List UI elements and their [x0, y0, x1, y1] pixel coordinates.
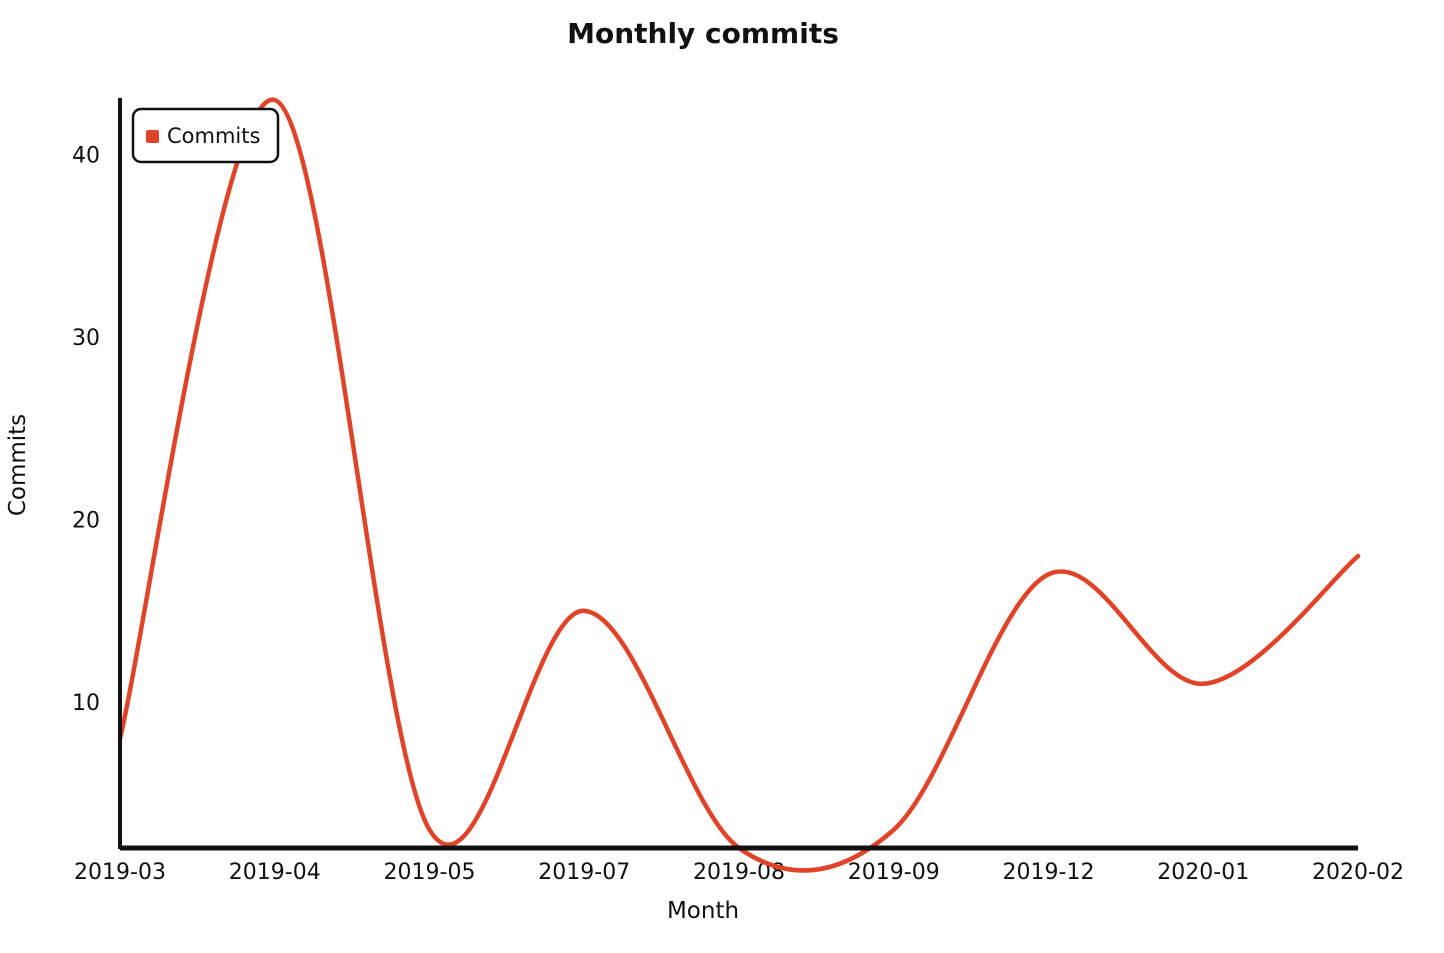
y-tick-label: 40	[72, 144, 100, 169]
x-tick-label: 2019-07	[538, 860, 630, 885]
x-tick-label: 2019-09	[848, 860, 940, 885]
y-tick-labels: 10 20 30 40	[72, 144, 100, 716]
x-tick-labels: 2019-03 2019-04 2019-05 2019-07 2019-08 2019-…	[74, 860, 1404, 885]
legend-swatch	[146, 130, 159, 143]
series-line-commits	[120, 100, 1358, 871]
legend: Commits	[133, 109, 278, 162]
y-tick-label: 20	[72, 509, 100, 534]
data-point	[582, 609, 586, 613]
chart-title: Monthly commits	[567, 17, 839, 50]
data-point	[427, 828, 431, 832]
data-point	[1046, 572, 1050, 576]
x-tick-label: 2019-04	[229, 860, 321, 885]
y-axis-label: Commits	[5, 414, 31, 516]
x-tick-label: 2019-12	[1003, 860, 1095, 885]
y-tick-label: 10	[72, 691, 100, 716]
data-point	[273, 98, 277, 102]
data-point	[892, 828, 896, 832]
x-tick-label: 2020-02	[1312, 860, 1404, 885]
x-tick-label: 2020-01	[1157, 860, 1249, 885]
data-point	[1201, 682, 1205, 686]
legend-label: Commits	[167, 124, 260, 148]
x-axis-label: Month	[667, 898, 739, 924]
x-tick-label: 2019-05	[384, 860, 476, 885]
data-points	[118, 98, 1360, 850]
data-point	[1356, 554, 1360, 558]
x-tick-label: 2019-03	[74, 860, 166, 885]
y-tick-label: 30	[72, 326, 100, 351]
